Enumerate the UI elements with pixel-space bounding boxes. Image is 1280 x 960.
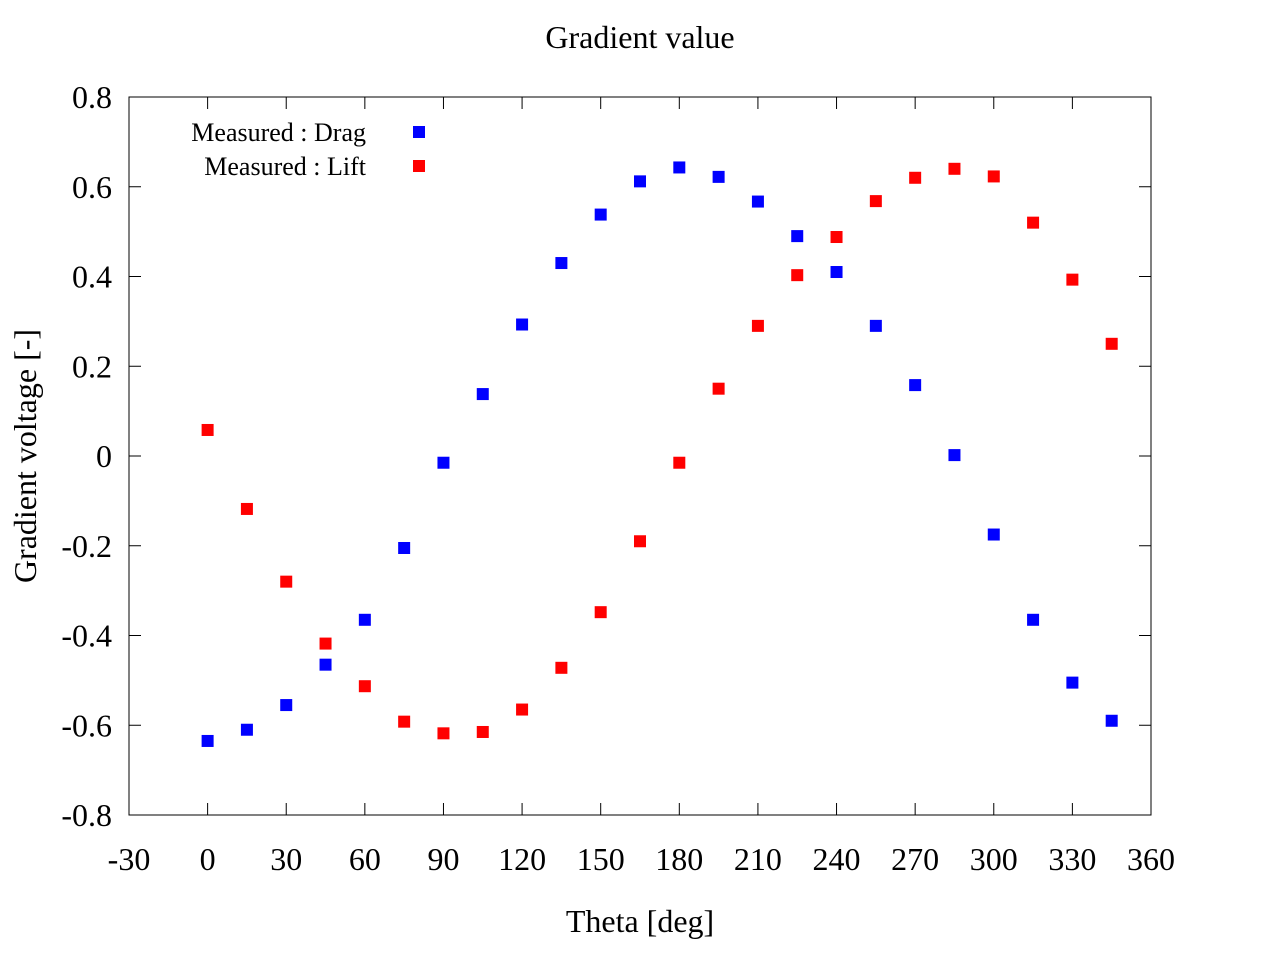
point-lift [909, 171, 922, 184]
y-axis-title: Gradient voltage [-] [7, 329, 43, 583]
point-drag [437, 456, 450, 469]
point-lift [1066, 273, 1079, 286]
x-tick-label: 150 [577, 841, 625, 877]
x-tick-labels: -30 0 30 60 90 120 150 180 210 240 270 300 330 360 [108, 841, 1175, 877]
x-tick-label: -30 [108, 841, 151, 877]
point-drag [319, 658, 332, 671]
x-tick-label: 30 [270, 841, 302, 877]
y-tick-label: 0.8 [72, 79, 112, 115]
point-lift [987, 170, 1000, 183]
point-drag [476, 388, 489, 401]
point-lift [358, 680, 371, 693]
point-drag [594, 208, 607, 221]
point-drag [280, 699, 293, 712]
x-tick-label: 120 [498, 841, 546, 877]
point-lift [1105, 337, 1118, 350]
chart-title: Gradient value [545, 19, 734, 55]
y-tick-label: -0.6 [61, 707, 112, 743]
y-tick-label: 0.2 [72, 348, 112, 384]
x-tick-label: 330 [1048, 841, 1096, 877]
point-drag [358, 613, 371, 626]
point-lift [869, 195, 882, 208]
point-lift [516, 703, 529, 716]
x-tick-label: 240 [813, 841, 861, 877]
point-drag [240, 723, 253, 736]
legend: Measured : Drag Measured : Lift [191, 118, 425, 181]
point-lift [476, 725, 489, 738]
point-lift [555, 661, 568, 674]
point-drag [791, 230, 804, 243]
x-tick-label: 60 [349, 841, 381, 877]
point-lift [240, 502, 253, 515]
y-tick-label: 0 [96, 438, 112, 474]
axis-ticks [128, 96, 1152, 816]
x-tick-label: 180 [655, 841, 703, 877]
point-drag [987, 528, 1000, 541]
legend-marker [413, 160, 425, 172]
point-drag [869, 319, 882, 332]
point-lift [280, 575, 293, 588]
y-tick-label: -0.2 [61, 528, 112, 564]
point-lift [712, 382, 725, 395]
legend-label: Measured : Lift [204, 152, 367, 181]
point-drag [516, 318, 529, 331]
point-lift [673, 456, 686, 469]
point-lift [948, 162, 961, 175]
data-points [201, 161, 1118, 747]
point-drag [751, 195, 764, 208]
legend-label: Measured : Drag [191, 118, 366, 147]
y-tick-label: 0.6 [72, 169, 112, 205]
point-lift [319, 637, 332, 650]
y-tick-label: -0.4 [61, 618, 112, 654]
legend-marker [413, 126, 425, 138]
point-lift [201, 423, 214, 436]
point-drag [1066, 676, 1079, 689]
point-lift [1027, 216, 1040, 229]
point-drag [1027, 613, 1040, 626]
point-lift [830, 231, 843, 244]
point-lift [594, 606, 607, 619]
point-lift [398, 715, 411, 728]
x-axis-title: Theta [deg] [566, 903, 714, 939]
x-tick-label: 0 [200, 841, 216, 877]
x-tick-label: 210 [734, 841, 782, 877]
point-lift [634, 535, 646, 548]
point-drag [712, 170, 725, 183]
x-tick-label: 300 [970, 841, 1018, 877]
point-drag [1105, 714, 1118, 727]
point-drag [948, 449, 961, 462]
y-tick-label: 0.4 [72, 259, 112, 295]
point-drag [909, 379, 922, 392]
point-drag [673, 161, 686, 174]
point-drag [398, 541, 411, 554]
point-drag [830, 266, 843, 279]
y-tick-labels: -0.8 -0.6 -0.4 -0.2 0 0.2 0.4 0.6 0.8 [61, 79, 112, 833]
x-tick-label: 360 [1127, 841, 1175, 877]
x-tick-label: 270 [891, 841, 939, 877]
point-lift [751, 319, 764, 332]
point-drag [201, 734, 214, 747]
point-lift [791, 269, 804, 282]
y-tick-label: -0.8 [61, 797, 112, 833]
point-drag [555, 257, 568, 270]
x-tick-label: 90 [427, 841, 459, 877]
point-lift [437, 727, 450, 740]
point-drag [634, 175, 646, 188]
